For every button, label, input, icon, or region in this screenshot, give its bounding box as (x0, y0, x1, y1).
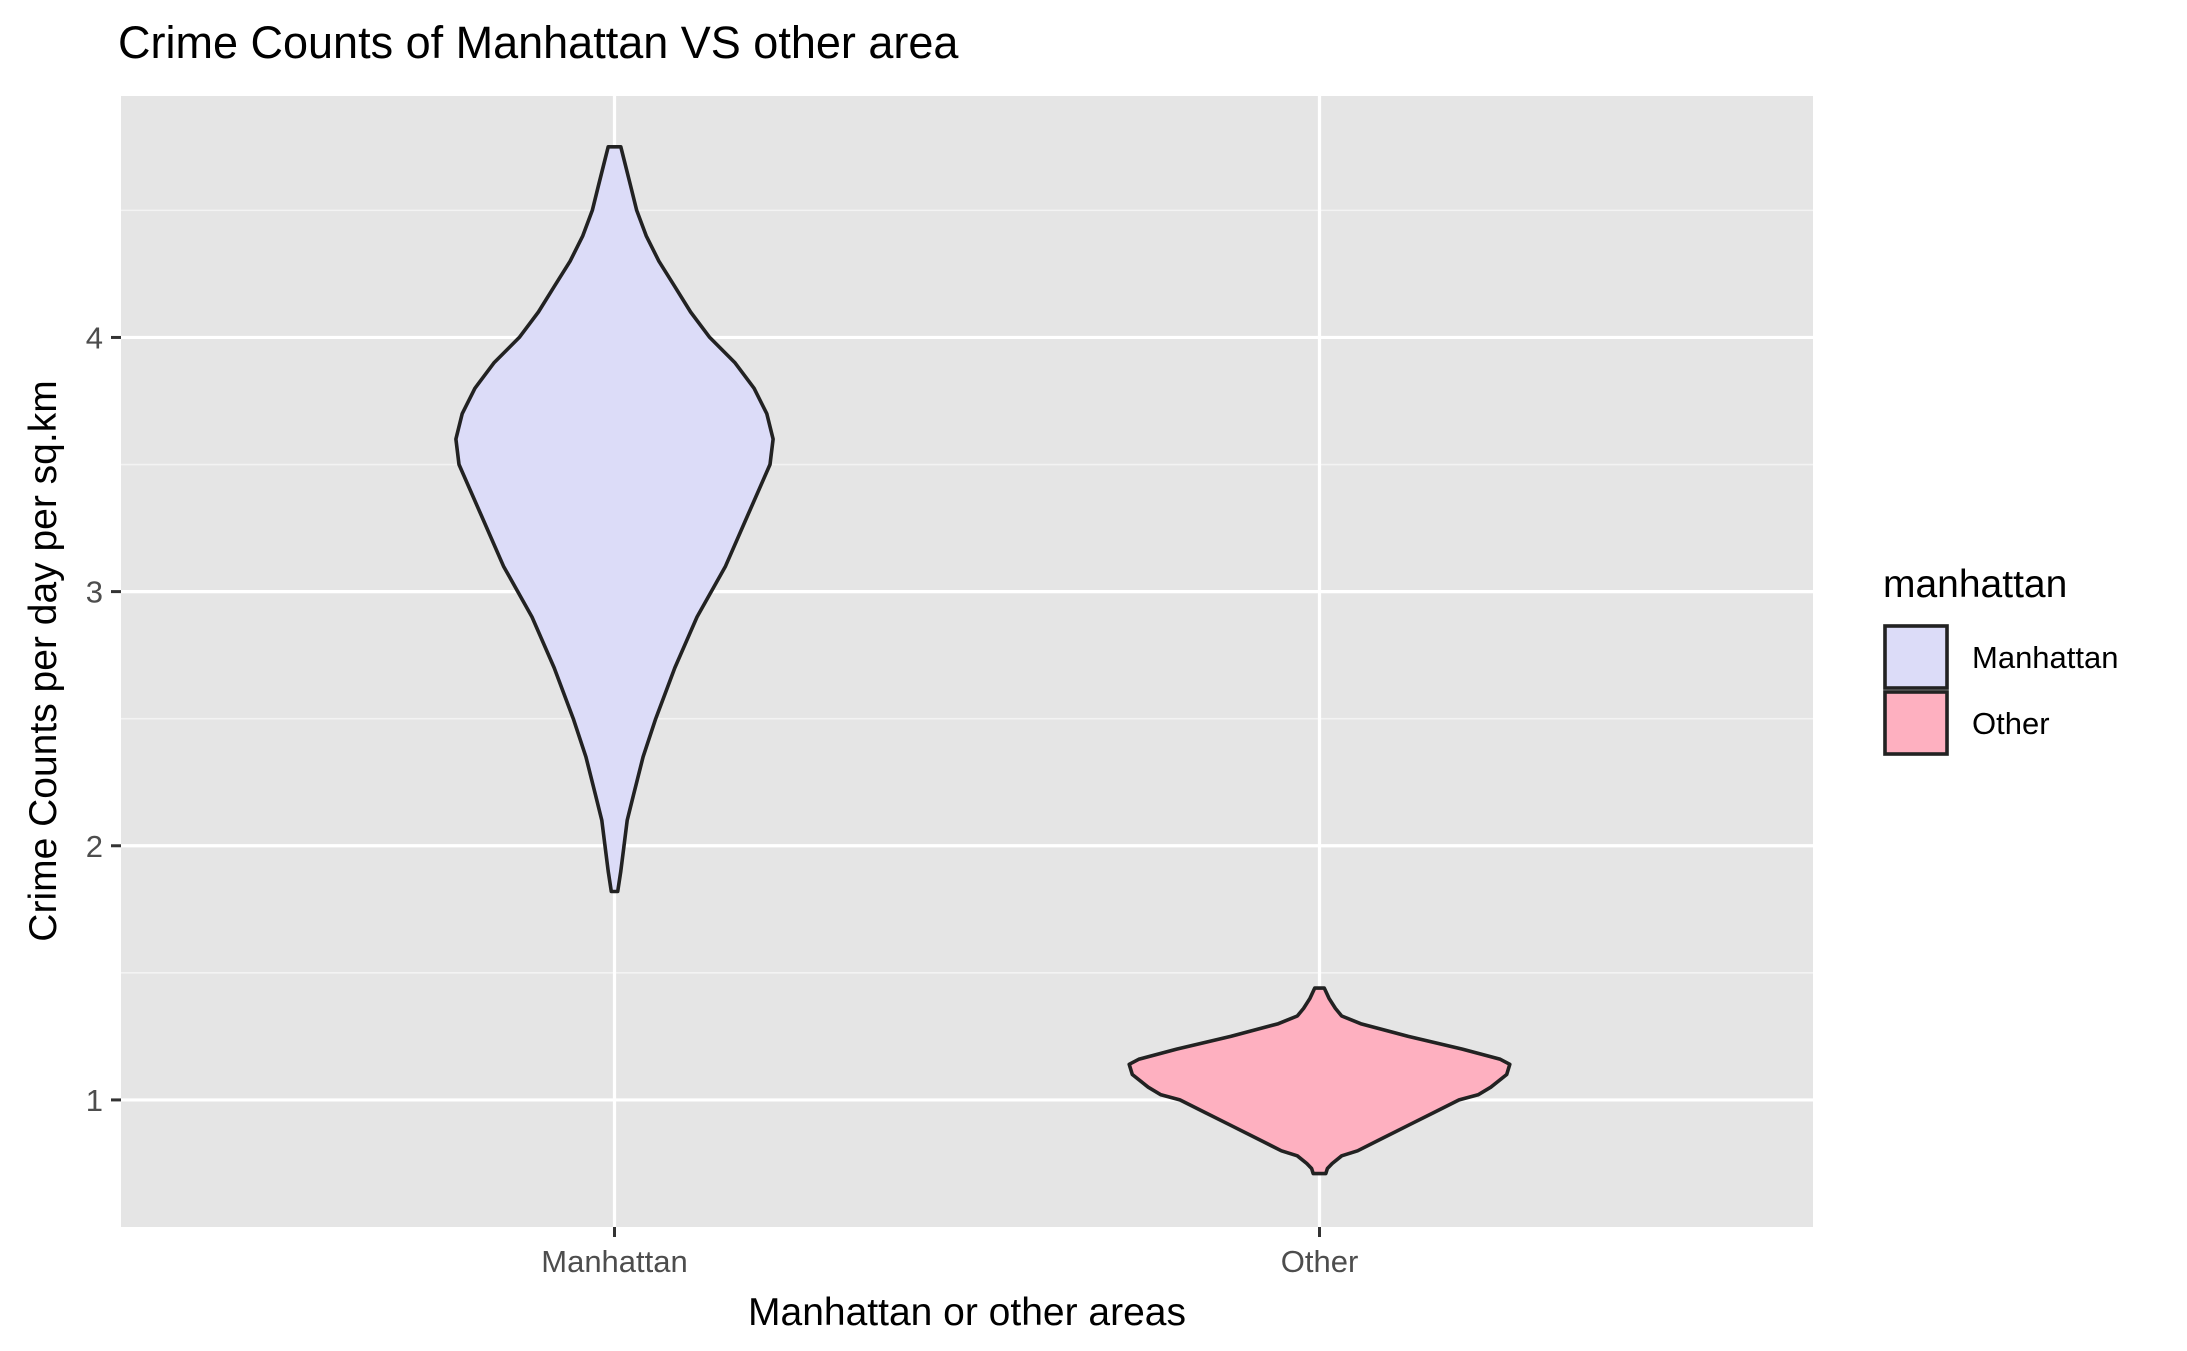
x-tick-label: Other (1281, 1244, 1359, 1279)
x-axis: Manhattan Other (541, 1227, 1358, 1279)
legend-title: manhattan (1883, 563, 2067, 606)
y-axis-title: Crime Counts per day per sq.km (22, 380, 65, 941)
x-axis-title: Manhattan or other areas (748, 1291, 1186, 1334)
legend-items: Manhattan Other (1883, 624, 2119, 756)
legend-label: Other (1972, 706, 2050, 741)
violin-other (1127, 986, 1512, 1176)
violin-manhattan (454, 145, 775, 894)
plot-panel (121, 96, 1813, 1227)
chart-title: Crime Counts of Manhattan VS other area (118, 17, 959, 68)
y-tick-label: 4 (86, 320, 103, 355)
y-axis: 1 2 3 4 (86, 320, 121, 1118)
legend-key-other (1883, 690, 1949, 756)
y-tick-label: 2 (86, 829, 103, 864)
minor-gridlines (121, 209, 1813, 974)
x-tick-label: Manhattan (541, 1244, 688, 1279)
legend-label: Manhattan (1972, 640, 2119, 675)
legend-key-manhattan (1883, 624, 1949, 690)
violins (454, 145, 1512, 1176)
y-tick-label: 1 (86, 1083, 103, 1118)
y-tick-label: 3 (86, 575, 103, 610)
legend: manhattan Manhattan Other (1883, 563, 2119, 756)
